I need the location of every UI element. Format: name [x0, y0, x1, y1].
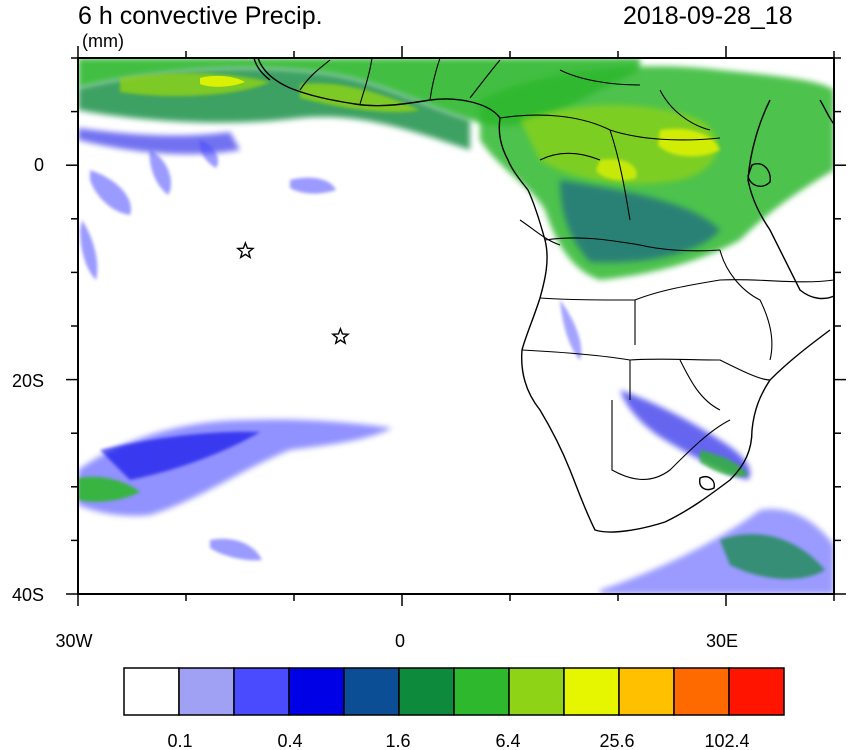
colorbar-swatch [288, 667, 345, 716]
precip-scattered-ocean [80, 140, 336, 280]
map-title: 6 h convective Precip. [78, 2, 323, 30]
colorbar [123, 667, 785, 716]
colorbar-swatch [673, 667, 730, 716]
precip-southern-africa [560, 300, 834, 594]
datetime-label: 2018-09-28_18 [623, 2, 793, 30]
colorbar-swatch [508, 667, 565, 716]
colorbar-label-0: 0.1 [167, 731, 192, 750]
colorbar-label-5: 102.4 [704, 731, 749, 750]
coastlines [253, 58, 834, 533]
colorbar-swatch [728, 667, 785, 716]
country-borders [299, 58, 834, 481]
colorbar-swatch [618, 667, 675, 716]
colorbar-label-2: 1.6 [385, 731, 410, 750]
lat-axis-labels: 0 20S 40S [12, 155, 44, 605]
colorbar-swatch [178, 667, 235, 716]
colorbar-labels: 0.1 0.4 1.6 6.4 25.6 102.4 [167, 731, 749, 750]
lon-axis-labels: 30W 0 30E [55, 631, 738, 651]
axis-ticks [66, 46, 846, 606]
markers [235, 240, 350, 345]
colorbar-swatch [453, 667, 510, 716]
lon-label-0: 0 [395, 631, 405, 651]
lon-label-30w: 30W [55, 631, 92, 651]
lon-label-30e: 30E [706, 631, 738, 651]
colorbar-label-4: 25.6 [599, 731, 634, 750]
colorbar-swatch [563, 667, 620, 716]
lat-label-20s: 20S [12, 371, 44, 391]
lat-label-0: 0 [34, 155, 44, 175]
precip-central-africa [480, 66, 834, 280]
colorbar-swatch [343, 667, 400, 716]
colorbar-label-3: 6.4 [495, 731, 520, 750]
colorbar-label-1: 0.4 [277, 731, 302, 750]
star-1-icon [235, 240, 255, 260]
units-label: (mm) [82, 31, 124, 51]
lat-label-40s: 40S [12, 585, 44, 605]
colorbar-swatch [123, 667, 180, 716]
colorbar-swatch [233, 667, 290, 716]
precip-south-atlantic [78, 419, 392, 561]
colorbar-swatch [398, 667, 455, 716]
star-2-icon [330, 326, 350, 345]
